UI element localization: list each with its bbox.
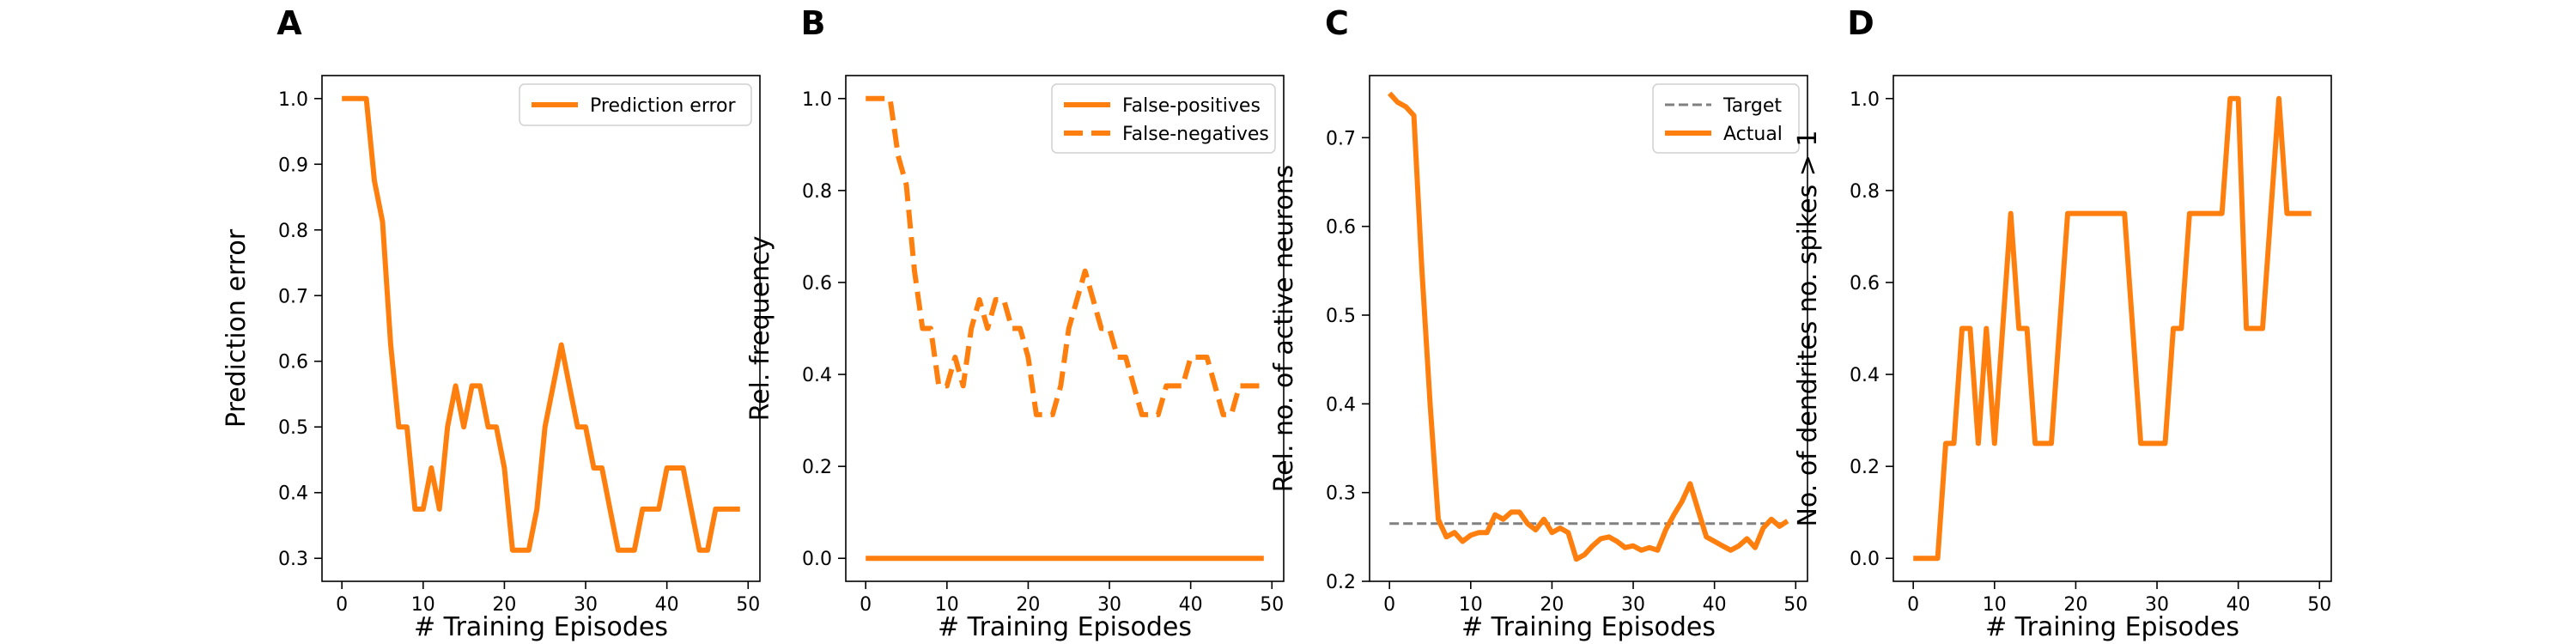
chart-4-y-axis-label: No. of dendrites no. spikes > 1 — [1793, 130, 1823, 526]
chart-1-y-tick-label: 0.4 — [278, 483, 308, 505]
chart-2-x-tick-label: 0 — [860, 594, 872, 616]
chart-2-axes-frame — [845, 75, 1285, 582]
chart-1-y-tick-label: 0.6 — [278, 352, 308, 374]
chart-3-y-tick-label: 0.4 — [1326, 394, 1356, 416]
chart-1-x-tick-label: 30 — [574, 594, 598, 616]
chart-3-axes-frame — [1369, 75, 1808, 582]
chart-3-y-tick-label: 0.3 — [1326, 483, 1356, 505]
chart-2-y-tick-label: 0.0 — [802, 549, 832, 570]
chart-1-x-tick-label: 20 — [492, 594, 516, 616]
chart-3-y-axis-label: Rel. no. of active neurons — [1269, 165, 1299, 493]
chart-2-x-tick-label: 40 — [1179, 594, 1203, 616]
chart-2-series-2-line — [866, 95, 1264, 417]
chart-3-x-tick-label: 30 — [1621, 594, 1645, 616]
chart-3-y-tick-label: 0.2 — [1326, 572, 1356, 593]
chart-1-x-tick-label: 50 — [736, 594, 760, 616]
chart-3-x-tick-label: 40 — [1703, 594, 1727, 616]
chart-3-panel-letter: C — [1325, 4, 1349, 42]
chart-4-y-tick-label: 0.2 — [1850, 457, 1880, 478]
chart-2-x-tick-label: 30 — [1097, 594, 1121, 616]
chart-4-axes-frame — [1893, 75, 2332, 582]
chart-4-y-tick-label: 0.6 — [1850, 273, 1880, 295]
chart-2-legend-label: False-positives — [1122, 95, 1261, 117]
chart-3-x-tick-label: 20 — [1540, 594, 1564, 616]
chart-2-y-tick-label: 0.4 — [802, 365, 832, 386]
chart-2-legend-label: False-negatives — [1122, 124, 1269, 145]
chart-1-legend — [519, 83, 752, 126]
chart-4-series-1-line — [1913, 95, 2312, 562]
chart-2-y-tick-label: 0.2 — [802, 457, 832, 478]
chart-1-x-tick-label: 10 — [411, 594, 435, 616]
chart-4-y-tick-label: 1.0 — [1850, 89, 1880, 111]
chart-3-y-tick-label: 0.5 — [1326, 306, 1356, 327]
chart-2-panel-letter: B — [801, 4, 826, 42]
chart-1-x-axis-label: # Training Episodes — [414, 612, 668, 642]
chart-1-legend-label: Prediction error — [590, 95, 736, 117]
chart-2-y-tick-label: 1.0 — [802, 89, 832, 111]
chart-2-x-tick-label: 20 — [1016, 594, 1040, 616]
chart-4-y-tick-label: 0.0 — [1850, 549, 1880, 570]
chart-3-legend-label: Actual — [1723, 124, 1783, 145]
chart-1-y-tick-label: 0.3 — [278, 549, 308, 570]
chart-1-y-axis-label: Prediction error — [222, 228, 252, 428]
chart-4-x-tick-label: 10 — [1983, 594, 2007, 616]
chart-4-y-tick-label: 0.4 — [1850, 365, 1880, 386]
chart-4-x-tick-label: 40 — [2227, 594, 2251, 616]
chart-4-x-tick-label: 20 — [2063, 594, 2087, 616]
chart-1-y-tick-label: 1.0 — [278, 89, 308, 111]
chart-4-x-tick-label: 0 — [1907, 594, 1919, 616]
chart-1-x-tick-label: 40 — [655, 594, 679, 616]
chart-4-x-tick-label: 30 — [2145, 594, 2169, 616]
chart-3-y-tick-label: 0.6 — [1326, 217, 1356, 239]
chart-3-x-tick-label: 10 — [1459, 594, 1483, 616]
chart-4-x-axis-label: # Training Episodes — [1985, 612, 2239, 642]
chart-4-y-tick-label: 0.8 — [1850, 181, 1880, 203]
chart-2-x-tick-label: 50 — [1260, 594, 1284, 616]
chart-2-y-tick-label: 0.8 — [802, 181, 832, 203]
chart-4-x-tick-label: 50 — [2307, 594, 2331, 616]
chart-3-x-axis-label: # Training Episodes — [1461, 612, 1716, 642]
chart-2-y-tick-label: 0.6 — [802, 273, 832, 295]
chart-3-y-tick-label: 0.7 — [1326, 128, 1356, 149]
chart-2-x-axis-label: # Training Episodes — [938, 612, 1192, 642]
chart-3-series-2-line — [1387, 91, 1789, 562]
chart-3-x-tick-label: 0 — [1383, 594, 1395, 616]
chart-1-y-tick-label: 0.8 — [278, 221, 308, 242]
chart-1-y-tick-label: 0.7 — [278, 286, 308, 307]
chart-1-x-tick-label: 0 — [336, 594, 348, 616]
chart-1-panel-letter: A — [276, 4, 302, 42]
chart-3-x-tick-label: 50 — [1783, 594, 1807, 616]
chart-1-y-tick-label: 0.5 — [278, 417, 308, 439]
chart-3-legend-label: Target — [1722, 95, 1782, 117]
chart-1-y-tick-label: 0.9 — [278, 155, 308, 176]
chart-2-y-axis-label: Rel. frequency — [745, 236, 775, 422]
chart-2-x-tick-label: 10 — [935, 594, 959, 616]
chart-1-series-1-line — [342, 95, 740, 553]
chart-4-panel-letter: D — [1847, 4, 1874, 42]
chart-1-axes-frame — [321, 75, 761, 582]
